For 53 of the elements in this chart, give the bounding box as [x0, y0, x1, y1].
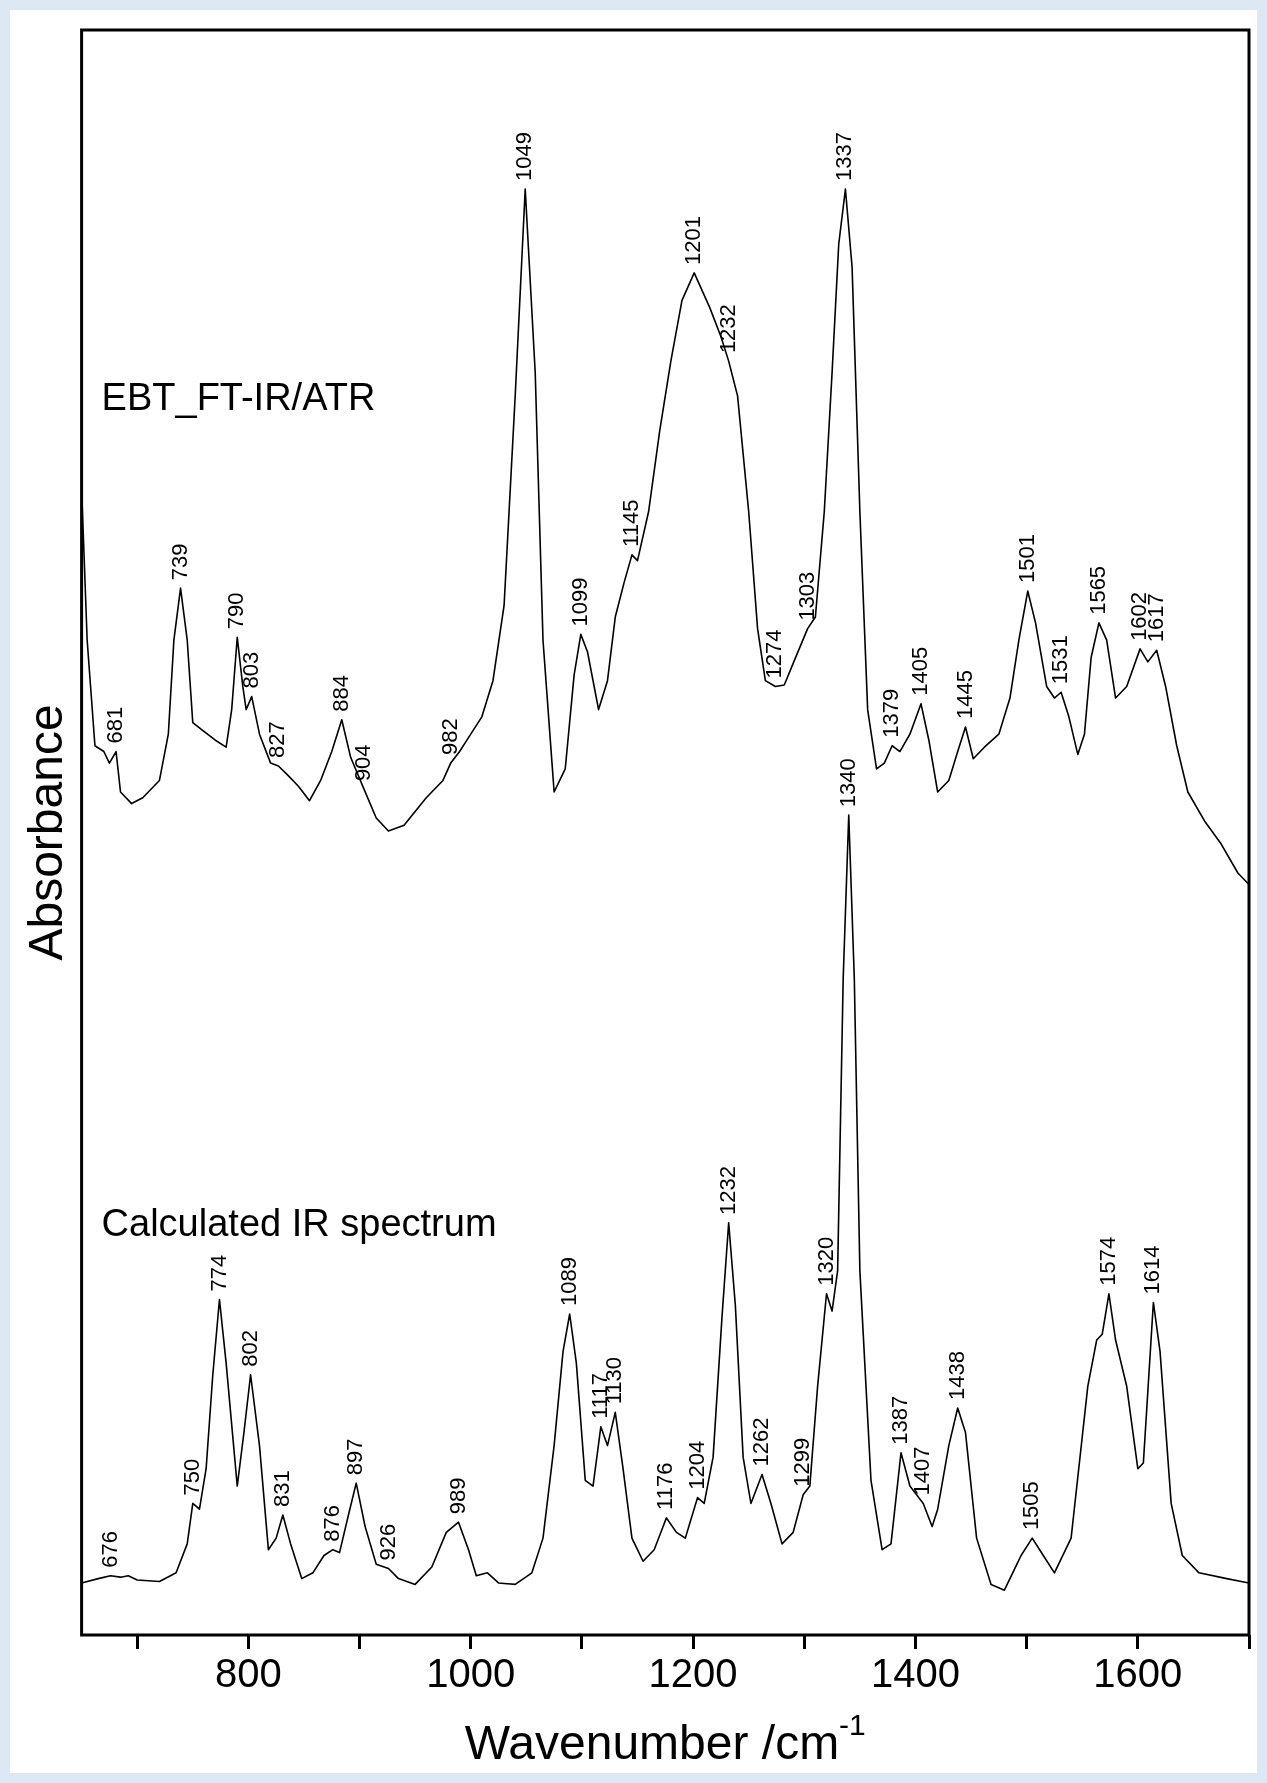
annotation: 803 — [237, 651, 263, 689]
annotation: 926 — [374, 1523, 400, 1561]
x-tick-label: 1400 — [870, 1651, 960, 1696]
x-tick-label: 1600 — [1093, 1651, 1183, 1696]
x-tick-label: 800 — [215, 1651, 282, 1696]
annotation: 1565 — [1084, 565, 1110, 615]
annotation: 1232 — [714, 304, 740, 354]
annotation: 739 — [166, 543, 192, 581]
annotation: 1407 — [909, 1446, 935, 1496]
annotation: 774 — [205, 1254, 231, 1292]
annotation: 1574 — [1094, 1236, 1120, 1286]
annotation: 897 — [342, 1438, 368, 1476]
annotation: 1299 — [789, 1437, 815, 1487]
annotation: 1438 — [943, 1351, 969, 1400]
series-label: EBT_FT-IR/ATR — [101, 375, 376, 418]
annotation: 1531 — [1047, 635, 1073, 685]
annotation: 1501 — [1013, 534, 1039, 584]
annotation: 1176 — [652, 1462, 678, 1510]
annotation: 1340 — [834, 758, 860, 808]
annotation: 827 — [264, 721, 290, 758]
annotation: 1089 — [555, 1257, 581, 1306]
annotation: 1201 — [680, 215, 706, 265]
annotation: 1145 — [618, 499, 644, 547]
annotation: 750 — [178, 1458, 204, 1496]
annotation: 1337 — [831, 132, 857, 182]
x-tick-label: 1200 — [648, 1651, 738, 1696]
annotation: 1405 — [907, 646, 933, 696]
annotation: 1387 — [887, 1395, 913, 1445]
annotation: 681 — [102, 706, 128, 744]
annotation: 1379 — [878, 688, 904, 738]
text: Calculated IR spectrum — [101, 1202, 497, 1245]
annotation: 790 — [223, 592, 249, 630]
annotation: 1320 — [812, 1236, 838, 1286]
annotation: 989 — [444, 1477, 470, 1515]
annotation: 1505 — [1018, 1481, 1044, 1531]
annotation: 1274 — [761, 629, 787, 679]
annotation: 904 — [350, 744, 376, 782]
y-axis-title: Absorbance — [19, 704, 73, 961]
annotation: 1099 — [566, 577, 592, 627]
annotation: 1445 — [951, 669, 977, 719]
annotation: 1614 — [1139, 1245, 1165, 1295]
annotation: 676 — [96, 1531, 122, 1568]
annotation: 876 — [318, 1504, 344, 1542]
annotation: 1049 — [511, 132, 537, 182]
x-tick-label: 1000 — [426, 1651, 516, 1696]
annotation: 1232 — [714, 1165, 740, 1215]
annotation: 802 — [236, 1330, 262, 1367]
annotation: 1262 — [748, 1417, 774, 1467]
annotation: 982 — [436, 718, 462, 756]
annotation: 831 — [268, 1470, 294, 1507]
annotation: 884 — [327, 675, 353, 712]
annotation: 1303 — [793, 571, 819, 621]
annotation: 1204 — [683, 1440, 709, 1490]
